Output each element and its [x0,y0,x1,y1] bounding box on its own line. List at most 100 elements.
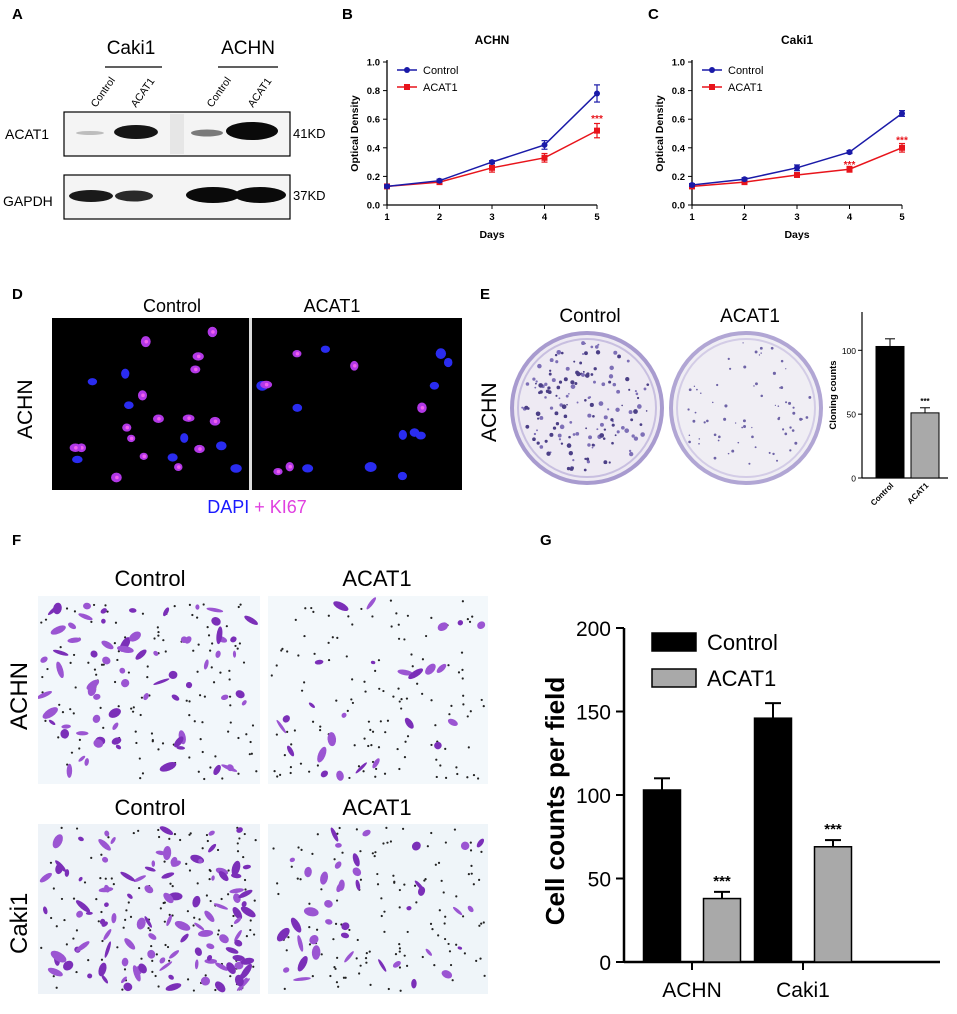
colony [625,376,630,382]
membrane-pore [150,732,154,735]
membrane-pore [196,670,199,673]
membrane-pore [398,947,402,950]
ki67-signal [74,445,78,450]
membrane-pore [69,661,72,664]
colony [584,457,587,461]
migrated-cell [325,919,333,925]
membrane-pore [443,937,447,941]
migrated-cell [336,882,344,893]
membrane-pore [348,776,351,780]
x-tick-label: 2 [742,212,747,223]
migrated-cell [215,962,229,971]
colony [630,418,634,422]
migrated-cell [168,670,178,679]
colony [546,451,551,456]
y-tick-label: 200 [576,618,611,641]
colony [617,354,621,359]
migrated-cell [304,866,312,878]
membrane-pore [188,714,191,717]
colony [742,342,744,344]
colony [637,404,642,409]
migrated-cell [147,949,156,959]
membrane-pore [308,925,311,929]
colony [591,446,594,449]
membrane-pore [367,720,371,723]
membrane-pore [455,766,458,769]
colony [731,449,735,453]
colony [582,352,585,356]
migrated-cell [129,631,141,642]
colony [573,360,576,363]
migrated-cell [148,933,157,940]
membrane-pore [430,616,433,619]
membrane-pore [351,678,354,681]
membrane-pore [188,869,192,872]
colony [576,401,579,404]
x-tick-label: ACHN [662,979,722,1002]
membrane-pore [104,877,107,880]
colony [572,433,576,436]
membrane-pore [403,954,406,957]
membrane-pore [216,848,220,852]
membrane-pore [379,720,382,723]
membrane-pore [116,946,119,949]
colony [754,446,757,449]
data-point [541,141,548,148]
membrane-pore [166,945,170,949]
colony [609,365,614,371]
migrated-cell [48,719,56,726]
migrated-cell [143,693,149,701]
colony [614,434,617,437]
membrane-pore [255,770,258,773]
membrane-pore [221,777,224,780]
migrated-cell [101,640,114,650]
membrane-pore [238,642,241,645]
migrated-cell [170,856,178,866]
y-tick-label: 50 [588,869,611,892]
migrated-cell [206,607,224,613]
y-tick-label: 0.4 [367,143,381,154]
colony [624,428,630,433]
migrated-cell [121,976,127,984]
colony [551,378,556,383]
membrane-pore [478,924,481,927]
colony [599,433,605,438]
membrane-pore [385,826,388,829]
migrated-cell [200,976,211,986]
migrated-cell [276,719,287,734]
lane-label: Control [205,75,234,110]
membrane-pore [146,676,149,679]
migrated-cell [159,826,174,835]
membrane-pore [297,654,300,657]
data-point [436,177,443,184]
membrane-pore [55,986,58,989]
membrane-pore [137,829,140,832]
colony [615,407,620,412]
significance-label: *** [896,136,908,147]
migrated-cell [40,656,48,663]
migrated-cell [66,763,73,778]
legend-label: Control [423,65,458,77]
membrane-pore [196,616,199,619]
membrane-pore [151,740,154,743]
membrane-pore [249,740,252,744]
membrane-pore [413,884,417,887]
membrane-pore [380,914,383,918]
colony [755,382,758,386]
membrane-pore [192,989,195,992]
membrane-pore [211,642,214,645]
migrated-cell [174,736,184,748]
membrane-pore [470,864,473,868]
migrated-cell [204,910,215,923]
membrane-pore [41,675,44,679]
membrane-pore [73,610,77,613]
membrane-pore [466,715,469,718]
membrane-pore [337,985,340,988]
membrane-pore [208,878,211,881]
colony [593,367,597,371]
membrane-pore [398,767,401,771]
migrated-cell [163,607,170,617]
membrane-pore [210,666,213,669]
legend-marker [404,67,410,73]
membrane-pore [344,976,347,979]
